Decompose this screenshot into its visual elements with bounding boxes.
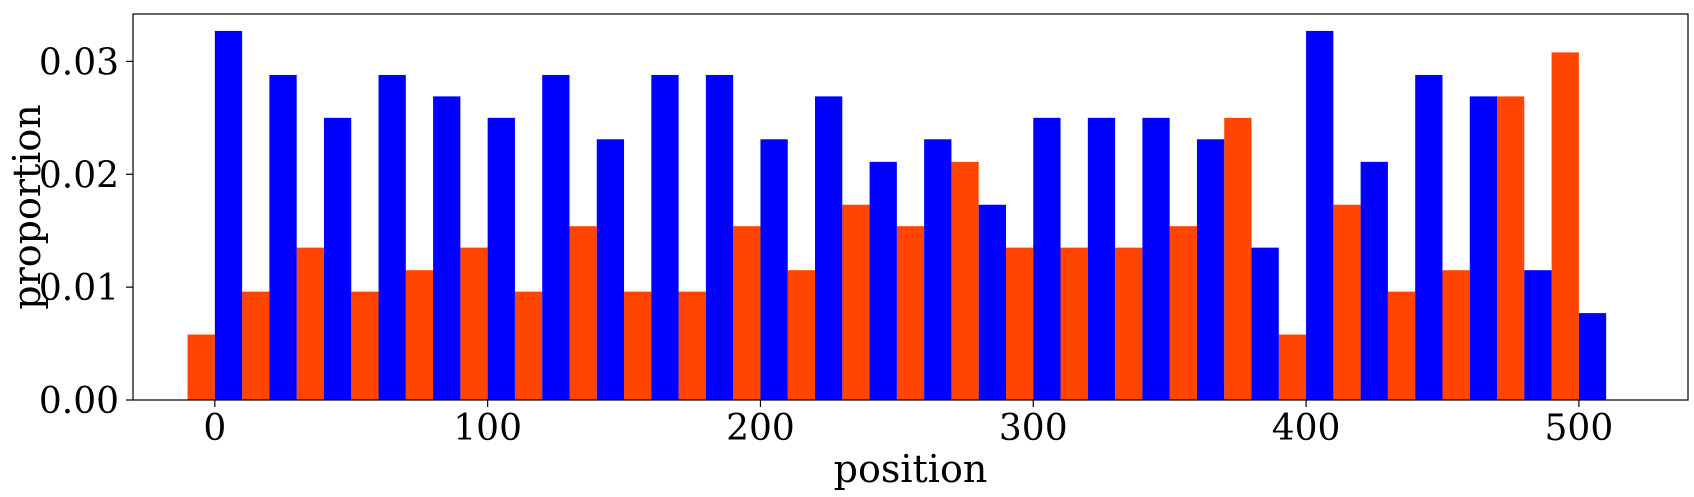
bar-series-2-320 — [1087, 117, 1116, 401]
bar-series-2-20 — [269, 74, 297, 401]
bar-series-1-380 — [1224, 117, 1252, 401]
x-tick-label: 500 — [1545, 408, 1614, 449]
bar-series-1-20 — [242, 291, 270, 400]
bar-series-2-500 — [1578, 313, 1607, 400]
bar-series-2-80 — [433, 96, 461, 400]
bar-series-2-180 — [705, 74, 734, 401]
bar-series-2-280 — [978, 204, 1006, 400]
bar-series-1-440 — [1387, 291, 1416, 400]
bar-series-1-40 — [296, 247, 324, 400]
bar-series-2-360 — [1196, 139, 1225, 400]
x-tick-label: 200 — [726, 408, 795, 449]
y-axis: 0.00 0.01 0.02 0.03 — [39, 42, 133, 422]
x-tick-label: 400 — [1272, 408, 1341, 449]
bar-series-1-360 — [1169, 226, 1197, 400]
y-tick-label: 0.02 — [39, 155, 119, 196]
bar-series-1-140 — [569, 226, 597, 400]
bar-series-1-0 — [187, 334, 215, 400]
bar-series-1-320 — [1060, 247, 1088, 400]
bar-series-1-100 — [460, 247, 488, 400]
bar-series-1-120 — [514, 291, 543, 400]
bar-series-1-240 — [842, 204, 870, 400]
x-tick-label: 0 — [203, 408, 226, 449]
bar-series-2-240 — [869, 161, 897, 400]
bar-series-1-420 — [1333, 204, 1361, 400]
bar-series-2-0 — [214, 30, 243, 401]
bar-series-1-460 — [1442, 270, 1470, 400]
bar-series-1-260 — [896, 226, 925, 400]
bar-series-2-120 — [542, 74, 570, 401]
x-axis: 0 100 200 300 400 500 — [203, 400, 1613, 449]
bar-series-2-60 — [378, 74, 406, 401]
bar-series-1-300 — [1005, 247, 1034, 400]
bar-series-1-500 — [1551, 52, 1579, 400]
bar-series-1-340 — [1115, 247, 1143, 400]
bar-series-1-200 — [733, 226, 761, 400]
y-tick-label: 0.01 — [39, 268, 119, 309]
bar-series-2-200 — [760, 139, 788, 400]
bar-series-1-400 — [1278, 334, 1307, 400]
plot-frame — [132, 13, 1689, 401]
x-tick-label: 100 — [453, 408, 522, 449]
bar-series-1-220 — [787, 270, 816, 400]
x-tick-label: 300 — [999, 408, 1068, 449]
bar-series-2-420 — [1360, 161, 1388, 400]
bar-series-2-380 — [1251, 247, 1279, 400]
bar-series-1-280 — [951, 161, 979, 400]
bar-series-2-480 — [1524, 270, 1552, 400]
bar-series-1-480 — [1497, 96, 1525, 400]
bar-series-2-300 — [1033, 117, 1061, 401]
bar-series-2-100 — [487, 117, 515, 401]
bar-series-1-80 — [405, 270, 434, 400]
bar-series-2-160 — [651, 74, 679, 401]
bar-series-2-40 — [323, 117, 352, 401]
y-axis-label: proportion — [5, 104, 49, 310]
bar-series-2-400 — [1306, 30, 1334, 401]
bar-series-2-340 — [1142, 117, 1170, 401]
bars-group — [187, 30, 1607, 401]
bar-series-2-140 — [596, 139, 625, 400]
x-axis-label: position — [834, 447, 988, 491]
bar-series-1-180 — [678, 291, 706, 400]
bar-series-2-460 — [1469, 96, 1498, 400]
y-tick-label: 0.00 — [39, 381, 119, 422]
bar-series-2-260 — [924, 139, 952, 400]
bar-series-2-440 — [1415, 74, 1443, 401]
y-tick-label: 0.03 — [39, 42, 119, 83]
bar-series-1-60 — [351, 291, 379, 400]
bar-series-2-220 — [815, 96, 843, 400]
bar-series-1-160 — [624, 291, 652, 400]
